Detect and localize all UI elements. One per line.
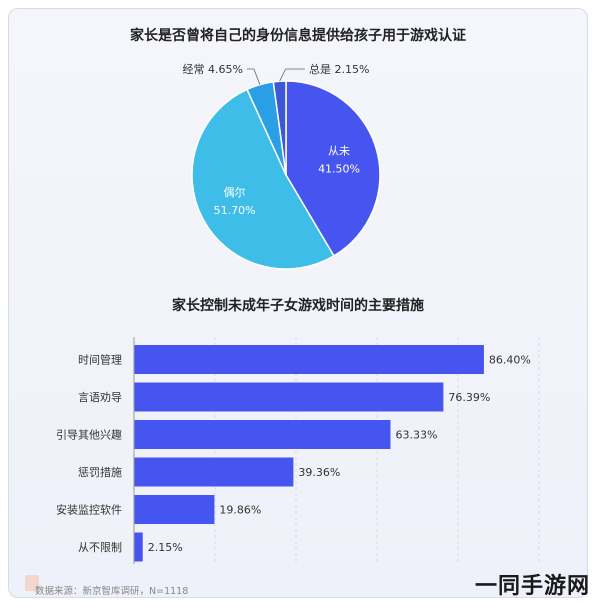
data-source: 数据来源：新京智库调研，N=1118 bbox=[35, 586, 189, 597]
pie-outer-label-2: 经常 4.65% bbox=[183, 63, 243, 76]
bar-3 bbox=[134, 457, 294, 487]
bar-category-label-3: 惩罚措施 bbox=[78, 465, 122, 479]
bar-value-label-2: 63.33% bbox=[395, 429, 437, 442]
bar-1 bbox=[134, 382, 444, 412]
chart-card: 家长是否曾将自己的身份信息提供给孩子用于游戏认证 家长控制未成年子女游戏时间的主… bbox=[8, 8, 588, 598]
bar-chart: 时间管理 86.40% 言语劝导 76.39% 引导其他兴趣 63.33% 惩罚措施 39.3… bbox=[56, 337, 540, 564]
bar-category-label-1: 言语劝导 bbox=[78, 390, 122, 404]
pie-value-1: 51.70% bbox=[214, 204, 256, 217]
pie-leader-line-3 bbox=[279, 68, 305, 82]
bar-value-label-5: 2.15% bbox=[148, 541, 183, 554]
bar-5 bbox=[134, 532, 143, 562]
pie-chart: 从未 41.50% 偶尔 51.70% 经常 4.65% 总是 2.15% bbox=[183, 62, 381, 270]
bar-value-label-4: 19.86% bbox=[219, 504, 261, 517]
bar-2 bbox=[134, 420, 391, 449]
pie-chart-title: 家长是否曾将自己的身份信息提供给孩子用于游戏认证 bbox=[130, 28, 466, 44]
pie-slice-3 bbox=[272, 80, 287, 176]
bar-category-label-4: 安装监控软件 bbox=[56, 503, 122, 517]
bar-value-label-1: 76.39% bbox=[448, 391, 490, 404]
bar-value-label-3: 39.36% bbox=[298, 466, 340, 479]
pie-label-0: 从未 bbox=[328, 144, 350, 157]
pie-outer-label-3: 总是 2.15% bbox=[309, 62, 369, 76]
pie-slice-0 bbox=[285, 80, 381, 257]
bar-value-label-0: 86.40% bbox=[489, 354, 531, 367]
pie-slice-1 bbox=[191, 88, 335, 270]
bar-category-label-2: 引导其他兴趣 bbox=[56, 428, 122, 442]
pie-label-1: 偶尔 bbox=[224, 186, 246, 199]
bar-4 bbox=[134, 495, 215, 524]
watermark-logo: 一同手游网 bbox=[474, 574, 590, 599]
bar-0 bbox=[134, 345, 484, 374]
bar-chart-title: 家长控制未成年子女游戏时间的主要措施 bbox=[172, 298, 424, 314]
bar-category-label-0: 时间管理 bbox=[78, 353, 122, 367]
pie-value-0: 41.50% bbox=[318, 162, 360, 175]
pie-leader-line-2 bbox=[247, 68, 261, 85]
source-icon bbox=[25, 575, 39, 591]
bar-category-label-5: 从不限制 bbox=[78, 541, 122, 554]
